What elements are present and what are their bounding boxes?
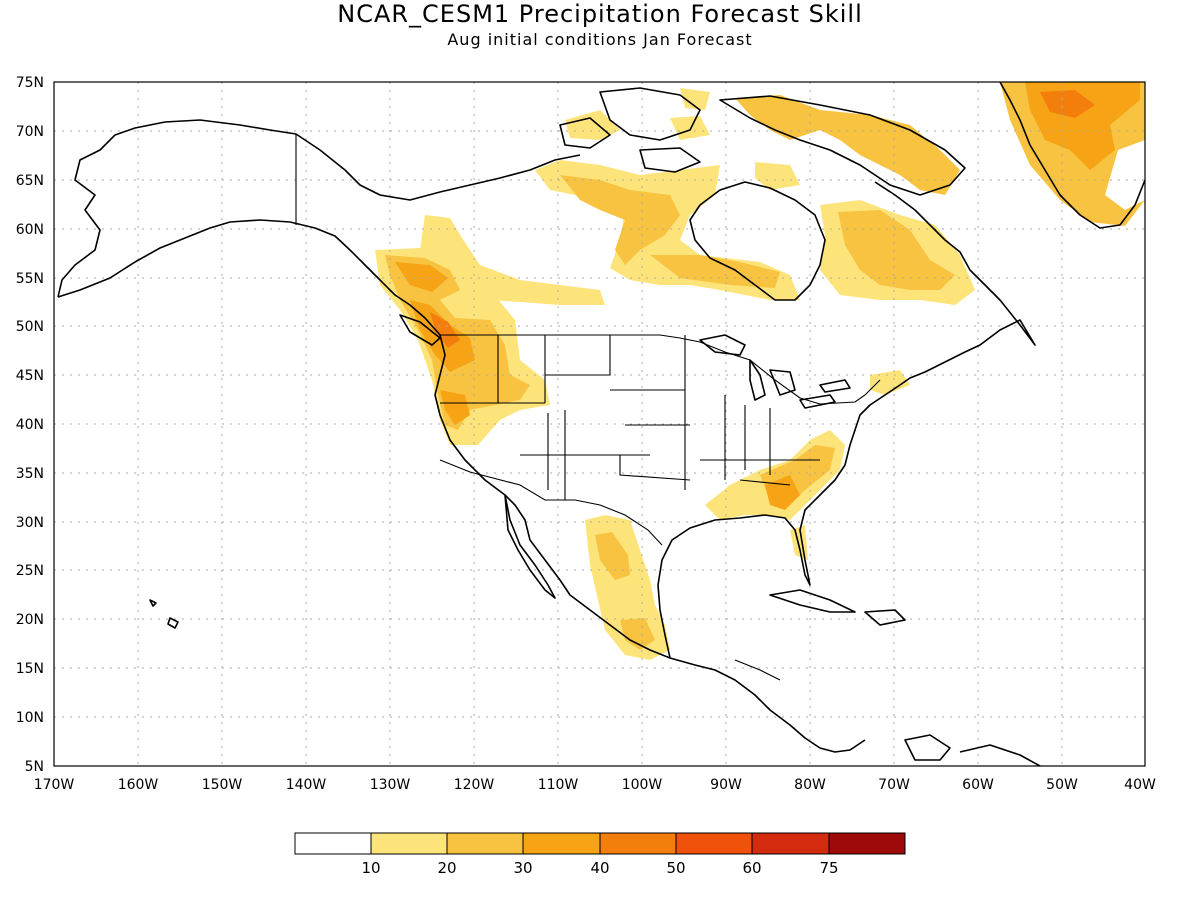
legend-label: 20 xyxy=(437,859,456,877)
lat-label: 10N xyxy=(16,710,44,726)
legend-swatch xyxy=(675,832,753,855)
color-legend: 10 20 30 40 50 60 75 xyxy=(294,832,906,877)
legend-label: 50 xyxy=(666,859,685,877)
lat-label: 15N xyxy=(16,661,44,677)
lon-label: 130W xyxy=(370,777,411,793)
lon-label: 70W xyxy=(878,777,910,793)
legend-label: 10 xyxy=(361,859,380,877)
lon-label: 170W xyxy=(34,777,75,793)
longitude-labels: 170W 160W 150W 140W 130W 120W 110W 100W … xyxy=(34,777,1156,793)
plot-frame xyxy=(53,81,1146,767)
lon-label: 110W xyxy=(538,777,579,793)
lat-label: 55N xyxy=(16,271,44,287)
lon-label: 40W xyxy=(1124,777,1156,793)
legend-swatch xyxy=(294,832,372,855)
map-title: NCAR_CESM1 Precipitation Forecast Skill xyxy=(337,0,863,28)
lon-label: 50W xyxy=(1046,777,1078,793)
lat-label: 65N xyxy=(16,173,44,189)
lat-label: 25N xyxy=(16,563,44,579)
lat-label: 50N xyxy=(16,319,44,335)
legend-swatch xyxy=(370,832,448,855)
lat-label: 45N xyxy=(16,368,44,384)
lon-label: 140W xyxy=(286,777,327,793)
lon-label: 90W xyxy=(710,777,742,793)
political-borders xyxy=(295,134,881,681)
lon-label: 100W xyxy=(622,777,663,793)
legend-label: 75 xyxy=(819,859,838,877)
lat-label: 35N xyxy=(16,466,44,482)
legend-swatch xyxy=(599,832,677,855)
lon-label: 160W xyxy=(118,777,159,793)
lon-label: 80W xyxy=(794,777,826,793)
lat-label: 20N xyxy=(16,612,44,628)
legend-swatch xyxy=(828,832,906,855)
skill-shading xyxy=(375,82,1145,660)
legend-label: 30 xyxy=(513,859,532,877)
lon-label: 120W xyxy=(454,777,495,793)
latitude-labels: 75N 70N 65N 60N 55N 50N 45N 40N 35N 30N … xyxy=(16,75,44,775)
lat-label: 30N xyxy=(16,515,44,531)
legend-swatch xyxy=(522,832,601,855)
lon-label: 60W xyxy=(962,777,994,793)
lat-label: 75N xyxy=(16,75,44,91)
lat-label: 40N xyxy=(16,417,44,433)
map-subtitle: Aug initial conditions Jan Forecast xyxy=(447,30,753,49)
legend-swatch xyxy=(751,832,830,855)
lat-label: 60N xyxy=(16,222,44,238)
legend-label: 40 xyxy=(590,859,609,877)
lat-label: 70N xyxy=(16,124,44,140)
legend-label: 60 xyxy=(742,859,761,877)
lat-label: 5N xyxy=(25,759,44,775)
lon-label: 150W xyxy=(202,777,243,793)
legend-swatch xyxy=(446,832,524,855)
coastlines xyxy=(57,82,1145,766)
